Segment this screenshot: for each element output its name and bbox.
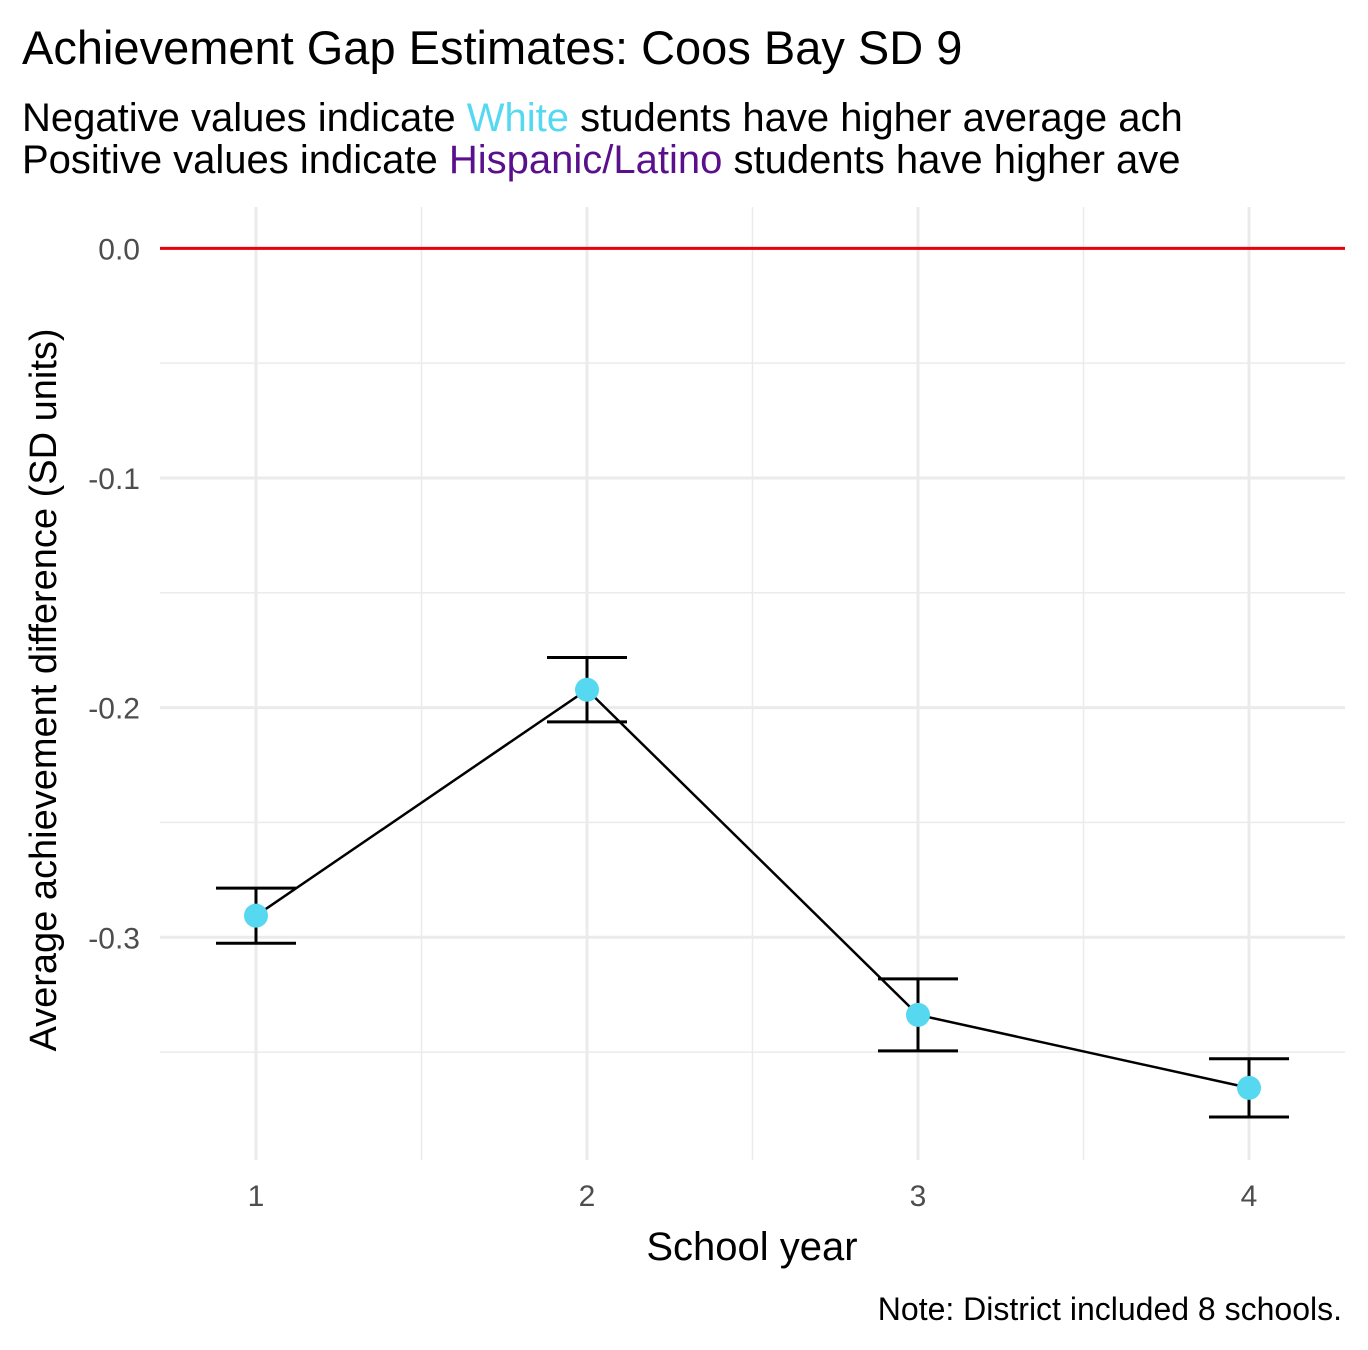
- subtitle-line: Negative values indicate White students …: [22, 96, 1183, 140]
- subtitle-text: students have higher ave: [722, 138, 1180, 182]
- series-line: [255, 688, 1250, 1090]
- x-tick-label: 3: [910, 1180, 927, 1213]
- x-tick-label: 2: [579, 1180, 596, 1213]
- caption: Note: District included 8 schools.: [878, 1291, 1342, 1327]
- subtitle-line: Positive values indicate Hispanic/Latino…: [22, 138, 1181, 182]
- subtitle-group: White: [467, 96, 569, 140]
- subtitle-text: students have higher average ach: [569, 96, 1183, 140]
- subtitle-text: Negative values indicate: [22, 96, 467, 140]
- y-tick-label: -0.2: [88, 693, 140, 726]
- subtitle-text: Positive values indicate: [22, 138, 449, 182]
- point: [906, 1002, 931, 1027]
- y-tick-label: -0.3: [88, 922, 140, 955]
- point: [574, 677, 599, 702]
- plot-area: 0.0 -0.1 -0.2 -0.3 1 2 3 4: [88, 207, 1345, 1213]
- subtitle-group: Hispanic/Latino: [449, 138, 723, 182]
- y-tick-label: 0.0: [98, 233, 140, 266]
- y-tick-label: -0.1: [88, 463, 140, 496]
- x-tick-label: 4: [1241, 1180, 1258, 1213]
- y-axis-label: Average achievement difference (SD units…: [23, 328, 65, 1051]
- x-tick-label: 1: [248, 1180, 265, 1213]
- x-axis-label: School year: [646, 1225, 857, 1269]
- chart-title: Achievement Gap Estimates: Coos Bay SD 9: [22, 21, 962, 74]
- point: [1237, 1075, 1262, 1100]
- point: [243, 903, 268, 928]
